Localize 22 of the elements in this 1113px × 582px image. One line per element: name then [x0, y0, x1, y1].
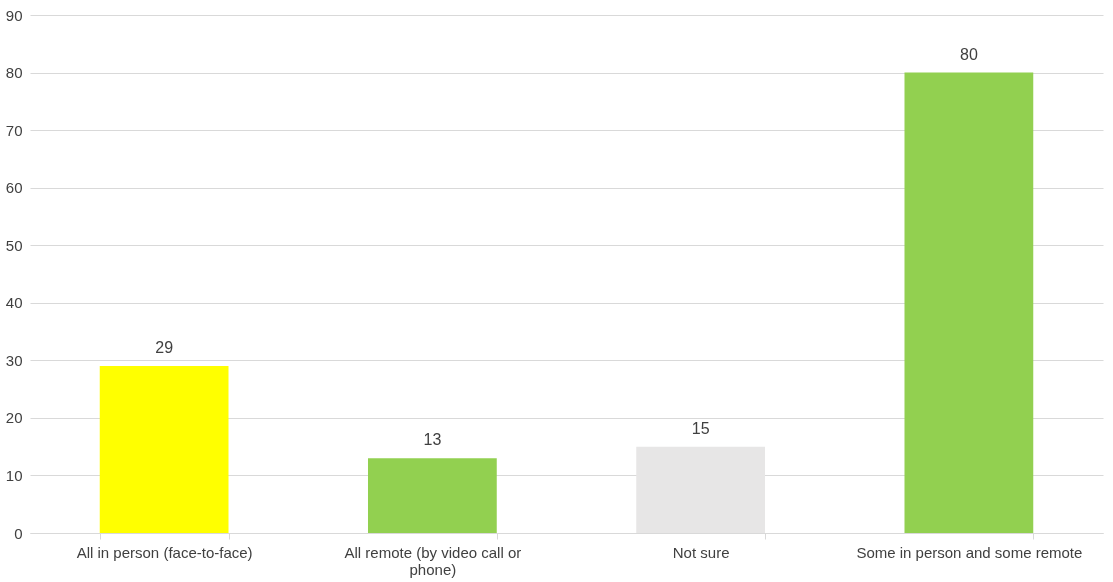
y-tick-label: 80 [5, 64, 23, 82]
x-tick-label: Some in person and some remote [856, 543, 1083, 561]
bar [904, 72, 1034, 533]
y-tick-label: 70 [5, 121, 23, 139]
bar [368, 458, 497, 533]
bar [636, 446, 766, 533]
data-label: 13 [423, 431, 442, 449]
y-tick-label: 0 [14, 524, 23, 542]
x-tick-label: All in person (face-to-face) [76, 543, 253, 561]
data-label: 15 [691, 419, 710, 437]
y-tick-label: 50 [5, 236, 23, 254]
data-label: 80 [959, 45, 978, 63]
y-tick-label: 40 [5, 294, 23, 312]
y-tick-label: 10 [5, 466, 23, 484]
bar [99, 366, 229, 533]
x-tick-label: Not sure [672, 543, 730, 561]
y-tick-label: 30 [5, 351, 23, 369]
y-tick-label: 60 [5, 179, 23, 197]
data-label: 29 [155, 339, 174, 357]
y-tick-label: 90 [5, 6, 23, 24]
y-tick-label: 20 [5, 409, 23, 427]
x-tick-label: All remote (by video call or phone) [344, 543, 522, 578]
